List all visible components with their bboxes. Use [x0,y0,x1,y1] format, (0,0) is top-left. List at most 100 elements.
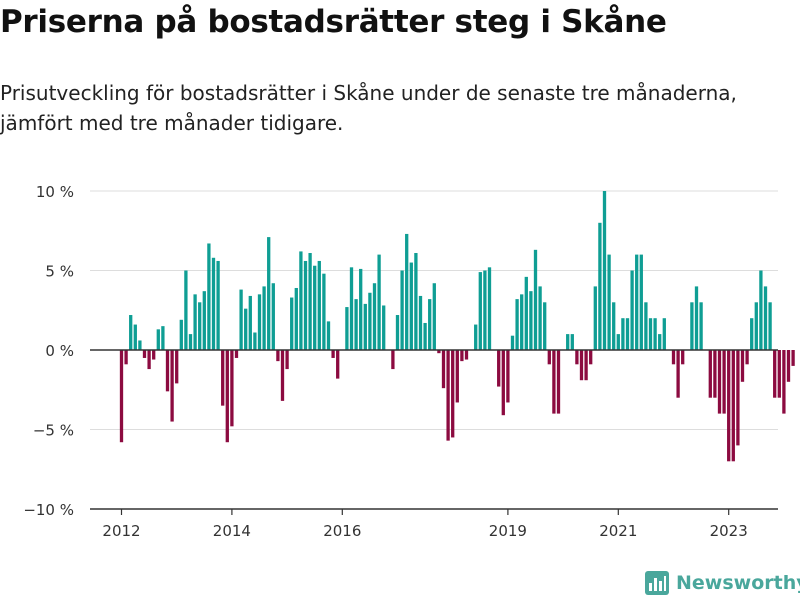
bar [699,302,703,350]
bar [708,350,712,398]
bar [188,334,193,350]
bar [257,294,262,350]
bar [138,340,142,350]
bar [437,350,441,354]
x-tick-label: 2021 [599,522,637,540]
y-tick-label: −10 % [23,501,74,519]
bar [253,332,257,350]
bar [308,253,312,350]
bar [377,254,381,350]
bar [211,257,216,350]
bar [317,260,321,350]
bar [497,350,501,387]
brand-name: Newsworthy [676,572,800,594]
bar [345,307,349,350]
bar [294,287,298,350]
bar [547,350,551,365]
bar [133,324,137,350]
bar [630,270,634,350]
bar [575,350,579,365]
bar [147,350,151,370]
bar [409,262,413,350]
bar [322,273,326,350]
bar [239,289,243,350]
bar [570,334,574,350]
bar [681,350,685,365]
bar [395,315,400,350]
bar [391,350,395,370]
y-tick-label: −5 % [33,422,74,440]
bar [230,350,234,427]
bar [529,291,533,350]
bar [326,321,331,350]
bar [717,350,722,414]
bar [515,299,519,350]
bar [161,326,165,350]
bar [662,318,666,350]
bar [464,350,469,360]
bar [483,270,487,350]
bar [501,350,505,416]
bar [170,350,174,422]
bar [566,334,570,350]
bar [690,302,694,350]
bar [248,295,252,350]
bar [184,270,188,350]
bar [731,350,735,462]
bar [782,350,786,414]
bar [451,350,455,438]
bar [405,233,409,350]
bar [593,286,597,350]
bar-chart-logo-icon [645,571,669,595]
bar [524,276,528,350]
newsworthy-brand: Newsworthy [644,568,800,598]
bar [290,297,294,350]
bar [474,324,478,350]
bar [432,283,436,350]
bar [506,350,510,403]
x-tick-label: 2016 [323,522,361,540]
x-tick-label: 2014 [213,522,251,540]
bar [648,318,653,350]
bar [455,350,459,403]
bar [299,251,303,350]
bar [543,302,547,350]
bar [175,350,179,384]
bar [694,286,699,350]
bar [635,254,639,350]
bar [446,350,450,441]
bar [354,299,358,350]
bar [280,350,285,401]
bar [165,350,170,392]
bar [722,350,726,414]
bar [598,222,602,350]
bar [142,350,147,358]
bar [124,350,128,365]
chart-subtitle: Prisutveckling för bostadsrätter i Skåne… [0,81,737,135]
bar [179,319,183,350]
bar [303,260,308,350]
bar [658,334,662,350]
bar [244,308,248,350]
bar [487,267,492,350]
bar [773,350,777,398]
bar [418,295,423,350]
bar [616,334,620,350]
bar [216,260,220,350]
bar [676,350,680,398]
bar [336,350,340,379]
bar [791,350,795,366]
y-tick-label: 5 % [45,263,74,281]
bar [372,283,377,350]
bar [423,322,427,350]
bar [198,302,202,350]
bar [207,243,211,350]
bar [129,315,133,350]
bar [478,272,482,350]
bar [119,350,124,443]
bar [671,350,676,365]
bar [589,350,593,365]
bar-chart: 10 % 5 % 0 % −5 % −10 % 2012 2014 2016 2019 2021 2… [23,183,795,540]
x-tick-label: 2019 [489,522,527,540]
bar [579,350,584,381]
